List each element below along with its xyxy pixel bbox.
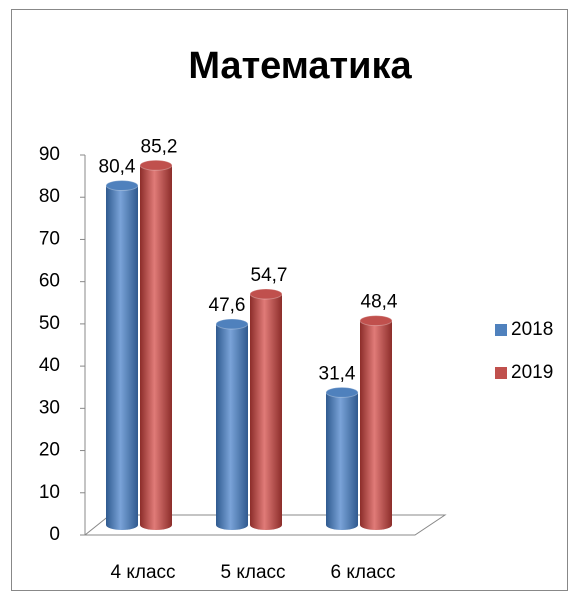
legend-swatch <box>495 367 507 379</box>
y-tick-label: 20 <box>39 440 60 461</box>
bar <box>140 165 172 525</box>
y-tick-label: 30 <box>39 397 60 418</box>
bar-top <box>325 386 359 398</box>
bar <box>216 324 248 525</box>
legend-swatch <box>495 324 507 336</box>
x-tick-label: 4 класс <box>110 562 175 583</box>
floor <box>83 514 447 536</box>
legend-label: 2019 <box>511 362 553 383</box>
y-tick-label: 90 <box>39 144 60 165</box>
y-tick-label: 80 <box>39 186 60 207</box>
bar <box>326 392 358 525</box>
data-label: 31,4 <box>319 363 356 384</box>
bar-top <box>249 288 283 300</box>
chart-title: Математика <box>188 45 412 87</box>
data-label: 80,4 <box>99 157 136 178</box>
data-label: 85,2 <box>141 136 178 157</box>
y-tick-label: 0 <box>49 524 60 545</box>
bar-top <box>359 315 393 327</box>
data-label: 48,4 <box>361 292 398 313</box>
x-tick-label: 5 класс <box>220 562 285 583</box>
data-label: 54,7 <box>251 265 288 286</box>
bar-top <box>215 318 249 330</box>
y-tick-label: 10 <box>39 482 60 503</box>
bar-top <box>139 159 173 171</box>
y-tick-label: 70 <box>39 228 60 249</box>
y-tick-label: 60 <box>39 271 60 292</box>
data-label: 47,6 <box>209 295 246 316</box>
bar-top <box>105 180 139 192</box>
bar <box>106 185 138 526</box>
bar <box>360 320 392 525</box>
y-tick-label: 40 <box>39 355 60 376</box>
x-tick-label: 6 класс <box>330 562 395 583</box>
chart-border <box>11 9 568 591</box>
bar <box>250 294 282 525</box>
y-tick-label: 50 <box>39 313 60 334</box>
legend-label: 2018 <box>511 319 553 340</box>
